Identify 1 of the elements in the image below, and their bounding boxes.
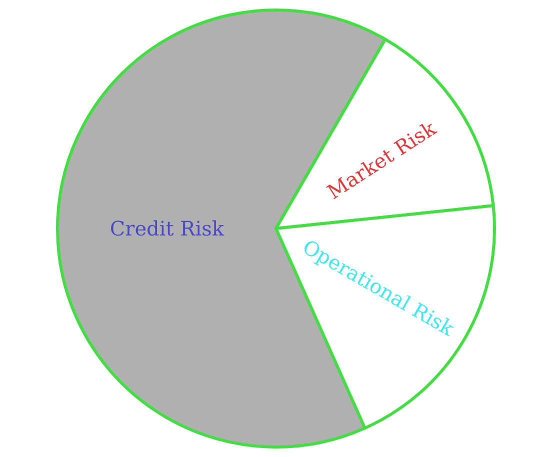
slice-label: Credit Risk xyxy=(110,216,225,240)
